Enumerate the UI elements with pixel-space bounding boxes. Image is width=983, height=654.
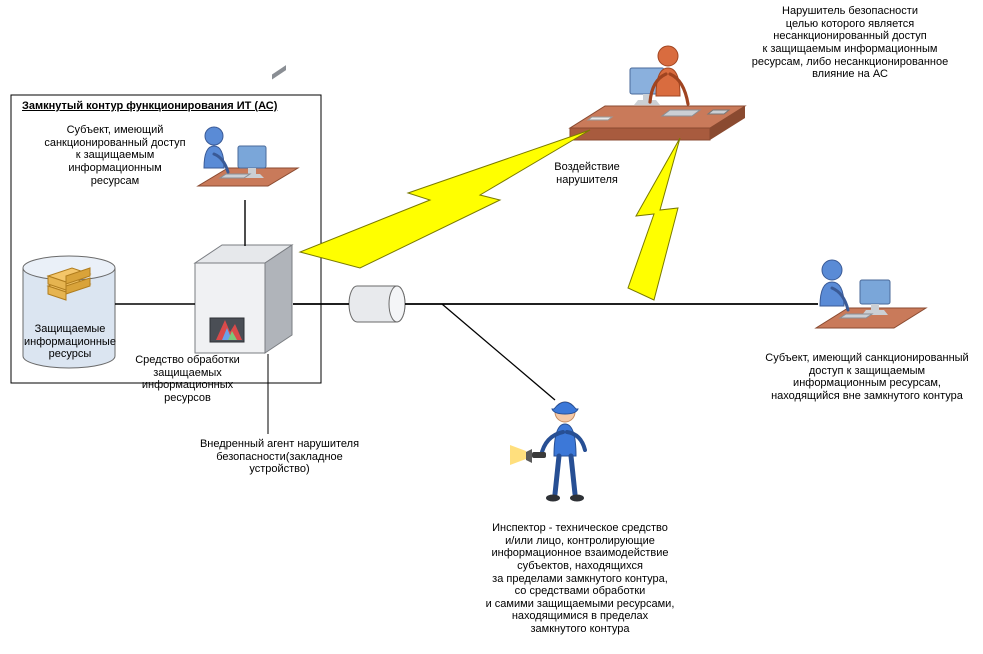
agent-label: Внедренный агент нарушителябезопасности(…: [192, 438, 367, 476]
processing-pc-label: Средство обработкизащищаемыхинформационн…: [125, 354, 250, 405]
external-user-label: Субъект, имеющий санкционированныйдоступ…: [757, 352, 977, 403]
database-label: Защищаемыеинформационныересурсы: [20, 323, 120, 361]
lightning-right: [628, 138, 680, 300]
gateway-icon: [349, 286, 405, 322]
inspector-icon: [510, 402, 585, 502]
embedded-agent-icon: [210, 318, 244, 342]
external-user-icon: [816, 260, 926, 328]
internal-user-label: Субъект, имеющийсанкционированный доступ…: [30, 124, 200, 187]
attacker-top-label: Нарушитель безопасностицелью которого яв…: [745, 5, 955, 81]
attacker-mid-label: Воздействиенарушителя: [542, 161, 632, 186]
lightning-left: [300, 130, 590, 268]
contour-title: Замкнутый контур функционирования ИТ (АС…: [22, 100, 312, 113]
attacker-icon: [570, 46, 745, 140]
internal-user-icon: [198, 127, 298, 186]
inspector-label: Инспектор - техническое средствои/или ли…: [475, 522, 685, 636]
